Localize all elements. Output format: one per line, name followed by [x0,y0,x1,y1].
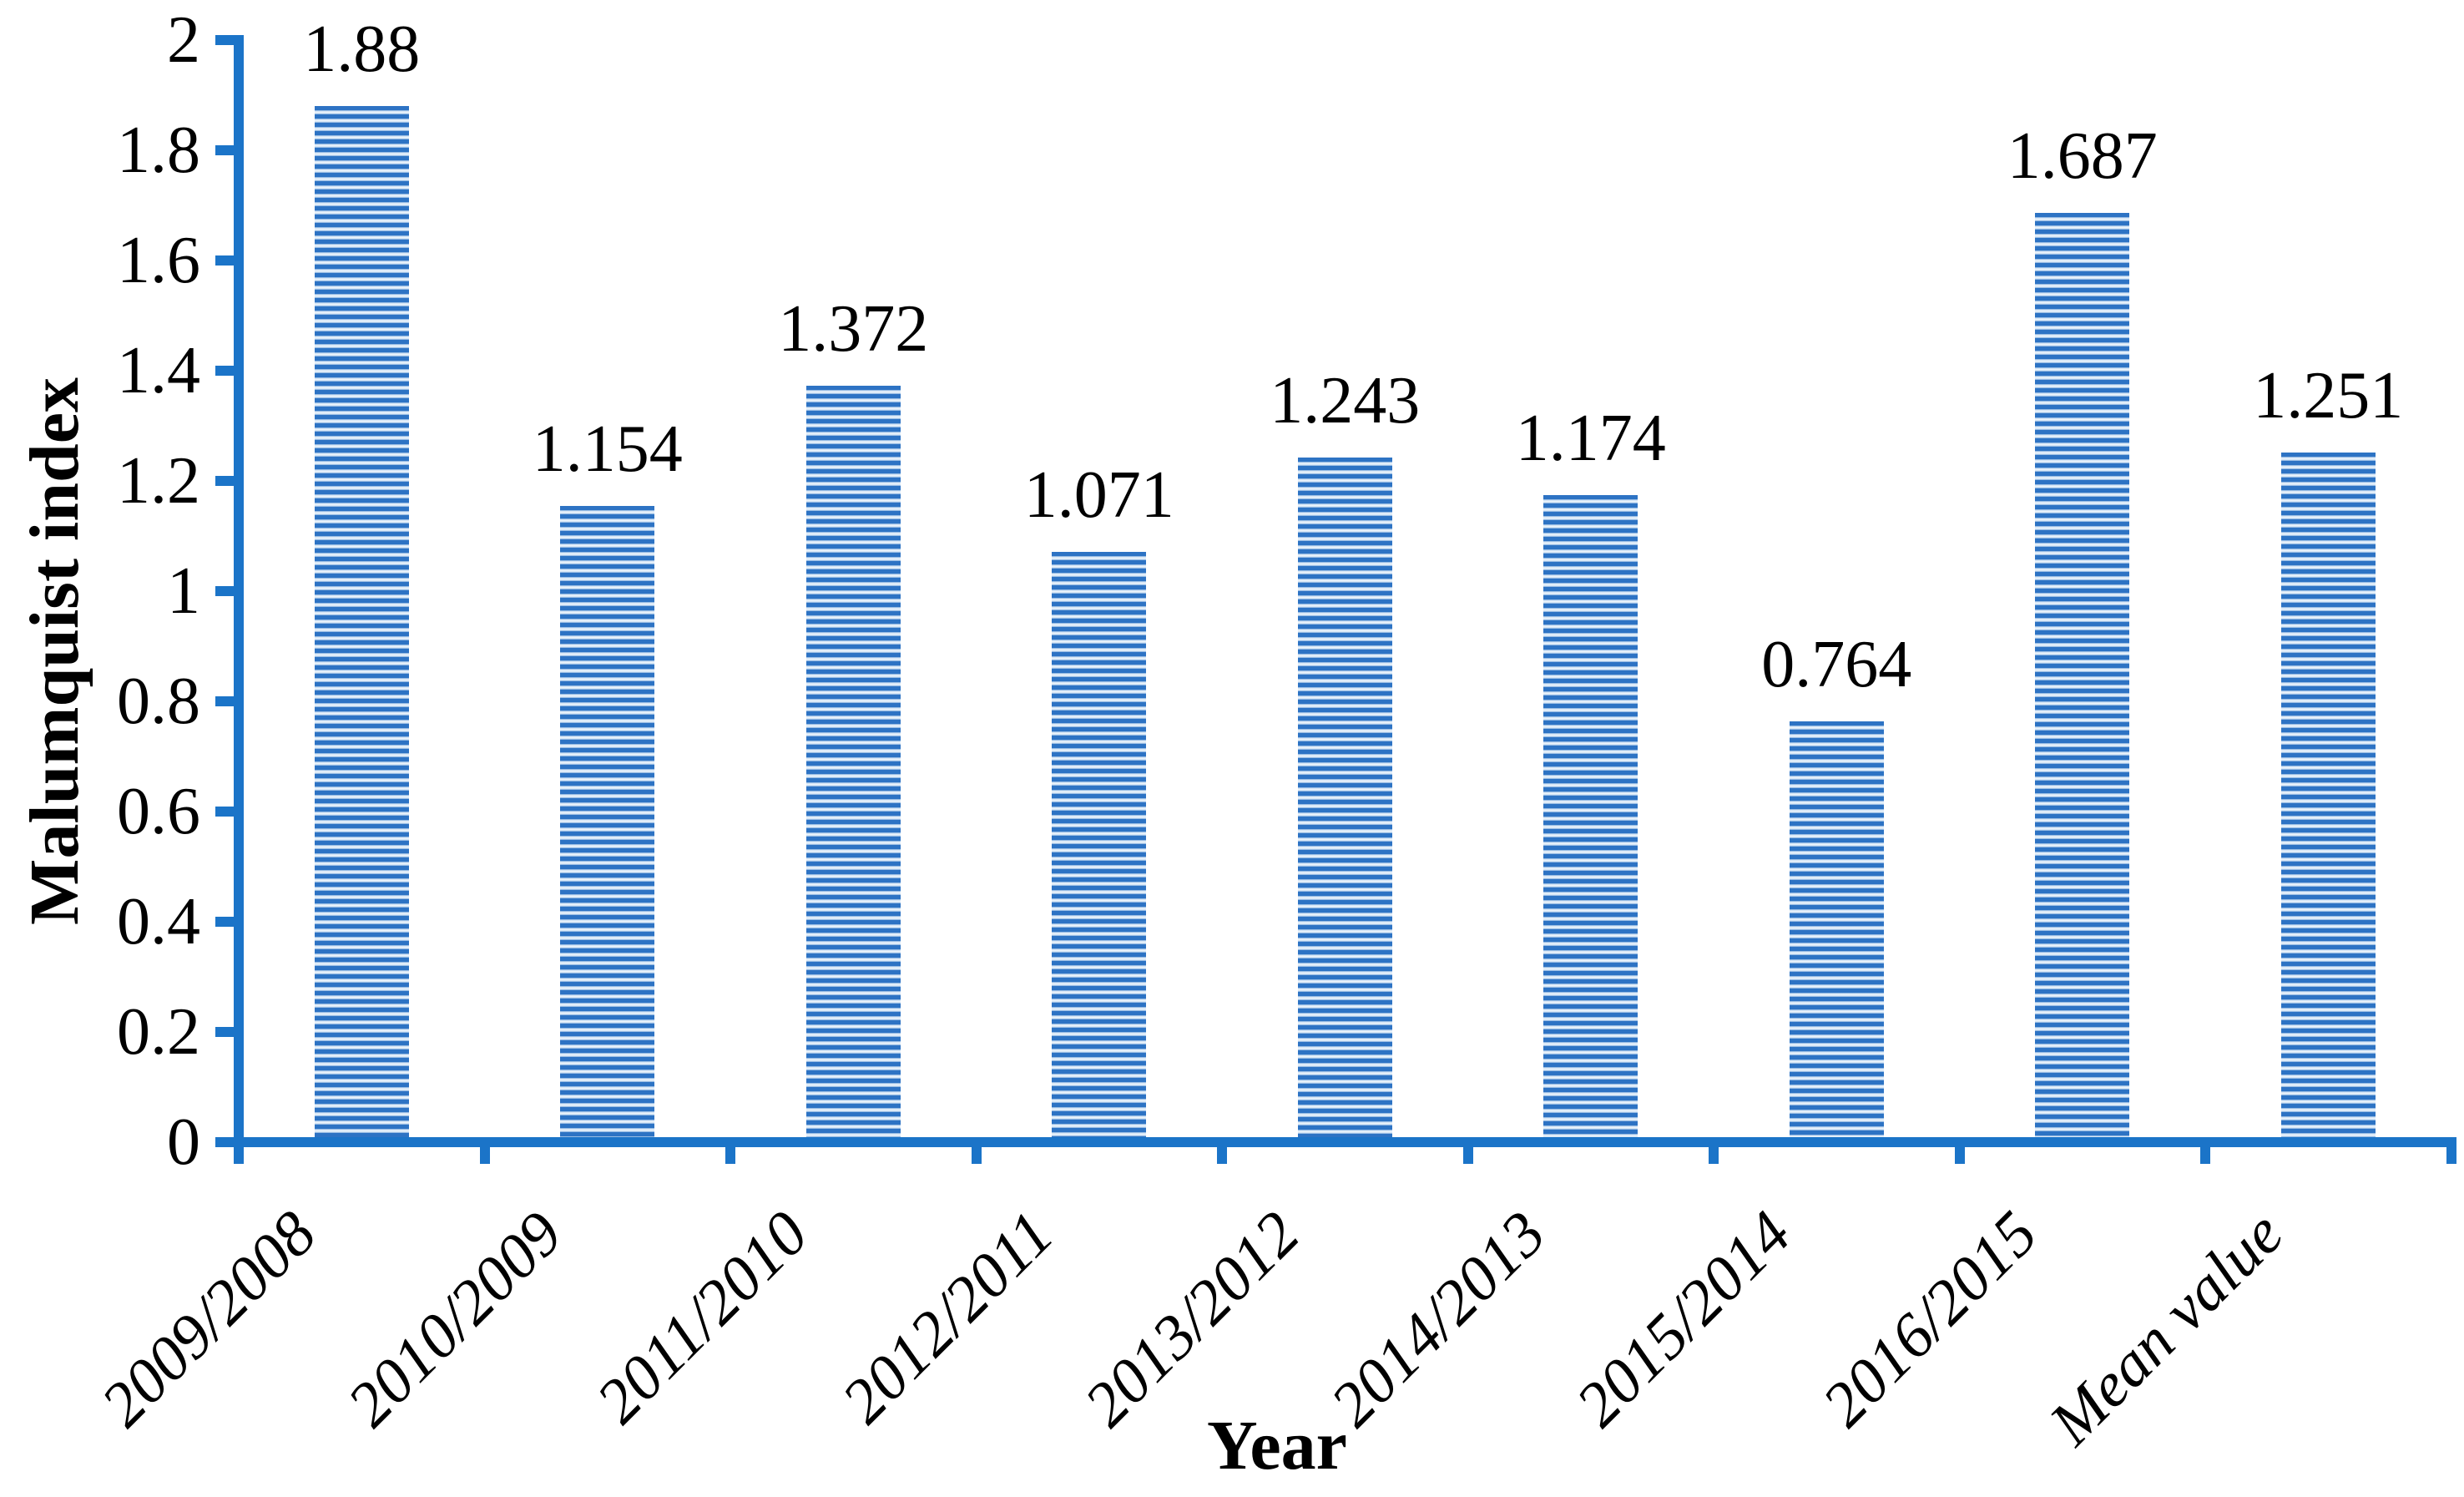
x-category-label: 2009/2008 [88,1198,330,1440]
x-tick-mark [479,1137,490,1164]
y-tick-mark [215,917,234,927]
bar [805,386,901,1137]
x-category-label: 2015/2014 [1563,1198,1805,1440]
bar-value-label: 1.071 [1023,458,1174,533]
y-tick-label: 1.6 [117,224,200,297]
y-tick-mark [215,476,234,486]
x-category-label: Mean value [2036,1198,2296,1459]
y-tick-label: 0.8 [117,665,200,738]
bar-value-label: 1.251 [2253,359,2404,433]
y-tick-label: 0.4 [117,885,200,958]
y-axis-title: Malumquist index [16,377,93,925]
bar [2035,212,2130,1137]
y-tick-mark [215,586,234,596]
y-axis-line [234,35,244,1164]
y-tick-label: 0.6 [117,775,200,848]
bar-value-label: 1.174 [1515,402,1666,476]
x-tick-mark [725,1137,735,1164]
y-tick-label: 0 [167,1105,200,1179]
bar [1543,495,1638,1137]
x-category-label: 2016/2015 [1809,1198,2051,1440]
bar [2280,453,2376,1137]
bar-value-label: 1.88 [303,13,421,87]
x-category-label: 2011/2010 [583,1198,821,1437]
y-tick-label: 1.4 [117,334,200,407]
bar [314,106,409,1137]
x-tick-mark [2446,1137,2456,1164]
y-tick-mark [215,366,234,376]
x-category-label: 2013/2012 [1071,1198,1313,1440]
x-category-label: 2012/2011 [829,1198,1068,1437]
y-tick-label: 2 [167,3,200,77]
bar-value-label: 1.687 [2007,119,2158,193]
x-axis-line [220,1137,2456,1147]
y-tick-mark [215,35,234,45]
bar [1052,552,1147,1137]
x-axis-title: Year [1207,1407,1347,1484]
x-tick-mark [1217,1137,1227,1164]
y-tick-label: 1.8 [117,114,200,187]
x-category-label: 2010/2009 [334,1198,576,1440]
bar [1789,721,1884,1137]
x-tick-mark [1709,1137,1719,1164]
x-tick-mark [234,1137,244,1164]
y-tick-mark [215,807,234,817]
x-tick-mark [1954,1137,1965,1164]
x-category-label: 2014/2013 [1317,1198,1559,1440]
y-tick-mark [215,145,234,155]
x-tick-mark [2200,1137,2210,1164]
x-tick-mark [971,1137,982,1164]
y-tick-mark [215,1027,234,1037]
y-tick-mark [215,255,234,266]
bar [1297,457,1392,1137]
y-tick-label: 1 [167,554,200,628]
bar [560,506,655,1137]
x-tick-mark [1462,1137,1473,1164]
y-tick-mark [215,1137,234,1147]
bar-value-label: 1.154 [532,412,683,487]
bar-value-label: 0.764 [1761,627,1912,701]
y-tick-mark [215,696,234,706]
bar-value-label: 1.243 [1270,363,1421,437]
bar-value-label: 1.372 [778,292,929,367]
y-tick-label: 0.2 [117,995,200,1069]
y-tick-label: 1.2 [117,444,200,518]
